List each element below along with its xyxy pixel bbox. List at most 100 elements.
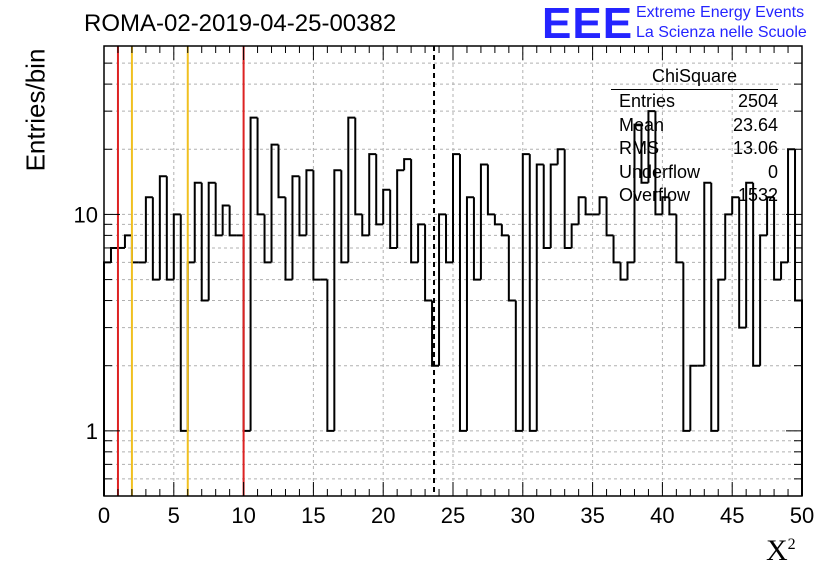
- x-tick-label: 30: [511, 503, 535, 528]
- histogram-bin: [207, 181, 216, 301]
- histogram-bin: [144, 196, 153, 263]
- y-tick-label: 10: [74, 202, 98, 227]
- histogram-bin: [179, 214, 188, 432]
- histogram-bin: [375, 154, 384, 226]
- stats-label: Entries: [619, 91, 676, 111]
- histogram-bin: [249, 116, 258, 431]
- x-tick-label: 25: [441, 503, 465, 528]
- stats-label: RMS: [619, 138, 659, 158]
- histogram-bin: [270, 143, 279, 263]
- histogram-bin: [417, 223, 426, 263]
- stats-value: 1532: [737, 185, 778, 205]
- stats-row-entries: Entries 2504: [611, 90, 778, 114]
- histogram-bin: [410, 159, 419, 264]
- y-tick-label: 1: [86, 419, 98, 444]
- histogram-bin: [500, 224, 509, 237]
- histogram-bin: [773, 197, 782, 281]
- histogram-bin: [305, 169, 314, 236]
- histogram-bin: [382, 188, 391, 225]
- histogram-bin: [277, 144, 286, 199]
- histogram-bin: [312, 170, 321, 281]
- histogram-bin: [598, 196, 607, 215]
- histogram-bin: [633, 123, 642, 263]
- histogram-bin: [200, 182, 209, 302]
- histogram-bin: [752, 182, 761, 367]
- histogram-bin: [556, 148, 565, 165]
- histogram-bin: [193, 181, 202, 263]
- axes: 0 5 10 15 20 25 30 35 40 45 50 1 10: [74, 45, 814, 528]
- histogram-bin: [661, 196, 670, 215]
- histogram-bin: [103, 261, 111, 496]
- histogram-bin: [354, 117, 363, 216]
- histogram-bin: [172, 213, 181, 280]
- histogram-bin: [612, 235, 621, 264]
- histogram-bin: [549, 163, 558, 248]
- histogram-bin: [619, 262, 628, 281]
- stats-row-mean: Mean 23.64: [611, 114, 778, 138]
- histogram-bin: [507, 235, 516, 302]
- histogram-bin: [703, 181, 712, 366]
- histogram-bin: [570, 223, 579, 248]
- histogram-bin: [458, 154, 467, 432]
- histogram-bin: [158, 175, 167, 280]
- x-tick-label: 5: [168, 503, 180, 528]
- histogram-bin: [668, 197, 677, 216]
- histogram-bin: [298, 176, 307, 237]
- stats-row-rms: RMS 13.06: [611, 137, 778, 161]
- stats-row-underflow: Underflow 0: [611, 161, 778, 185]
- histogram-bin: [109, 246, 118, 263]
- stats-label: Overflow: [619, 185, 691, 205]
- histogram-bin: [654, 111, 663, 216]
- x-axis-label: X2: [766, 534, 796, 568]
- histogram-bin: [326, 279, 335, 432]
- histogram-bin: [438, 213, 447, 366]
- histogram-bin: [333, 169, 342, 431]
- histogram-bin: [424, 224, 433, 302]
- histogram-bin: [745, 181, 754, 328]
- histogram-bin: [640, 124, 649, 184]
- histogram-bin: [787, 148, 796, 263]
- histogram-bin: [563, 149, 572, 249]
- logo-line-2: La Scienza nelle Scuole: [636, 24, 807, 41]
- histogram-bin: [291, 175, 300, 280]
- histogram-bin: [186, 261, 195, 431]
- histogram-bin: [221, 204, 230, 236]
- x-tick-label: 50: [790, 503, 814, 528]
- stats-value: 23.64: [732, 114, 778, 135]
- stats-box: ChiSquare Entries 2504 Mean 23.64 RMS 13.06…: [611, 63, 778, 208]
- stats-value: 13.06: [732, 138, 778, 158]
- histogram-bin: [340, 170, 349, 264]
- histogram-bin: [396, 169, 405, 248]
- histogram-bin: [228, 205, 237, 237]
- x-tick-label: 15: [301, 503, 325, 528]
- x-tick-label: 0: [98, 503, 110, 528]
- histogram-bin: [759, 234, 768, 366]
- histogram-bin: [542, 164, 551, 249]
- histogram-bin: [689, 364, 698, 431]
- histogram-bin: [368, 153, 377, 236]
- histogram-bin: [647, 110, 656, 183]
- histogram-bin: [626, 261, 635, 280]
- histogram-bin: [794, 149, 803, 496]
- histogram-bin: [151, 197, 160, 281]
- histogram-bin: [486, 164, 495, 216]
- histogram-bin: [165, 176, 174, 281]
- histogram-bin: [535, 163, 544, 431]
- histogram-bin: [584, 197, 593, 216]
- stats-value: 2504: [737, 91, 778, 111]
- marker-lines: [116, 46, 436, 496]
- histogram-bin: [766, 196, 775, 236]
- histogram-bin: [731, 196, 740, 215]
- histogram-bin: [123, 234, 132, 248]
- x-tick-label: 10: [231, 503, 255, 528]
- x-tick-label: 40: [650, 503, 674, 528]
- histogram-bin: [452, 153, 460, 263]
- chart-title: ROMA-02-2019-04-25-00382: [84, 10, 397, 37]
- x-tick-label: 20: [371, 503, 395, 528]
- histogram-bin: [710, 182, 719, 432]
- histogram-bin: [724, 213, 733, 280]
- histogram-bin: [403, 158, 412, 171]
- x-tick-label: 45: [720, 503, 744, 528]
- y-axis-label: Entries/bin: [20, 48, 51, 172]
